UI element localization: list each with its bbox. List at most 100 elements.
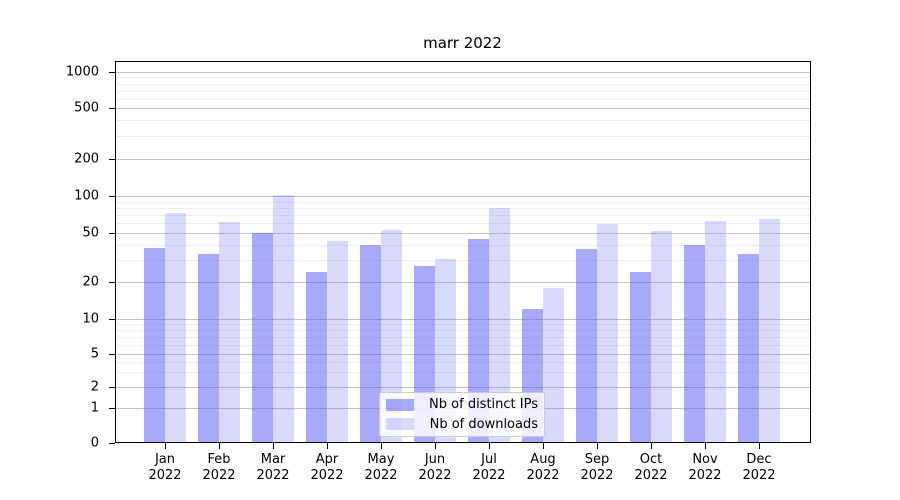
xtick-mark-sep	[597, 443, 598, 449]
bar-downloads-dec	[759, 219, 780, 442]
bar-ips-apr	[306, 272, 327, 442]
minor-gridline-800	[116, 83, 810, 85]
ytick-label-500: 500	[74, 100, 99, 116]
bar-downloads-aug	[543, 287, 564, 442]
xtick-year: 2022	[310, 468, 344, 483]
ytick-label-0: 0	[90, 435, 99, 451]
bar-downloads-oct	[651, 230, 672, 442]
bar-ips-oct	[630, 272, 651, 442]
xtick-month: Apr	[315, 452, 339, 467]
xtick-mark-feb	[219, 443, 220, 449]
ytick-mark-5	[109, 354, 115, 355]
xtick-mark-jul	[489, 443, 490, 449]
xtick-month: Jul	[481, 452, 497, 467]
bar-ips-jul	[468, 238, 489, 442]
xtick-year: 2022	[688, 468, 722, 483]
ytick-label-100: 100	[74, 188, 99, 204]
ytick-label-1: 1	[90, 400, 99, 416]
major-gridline-500	[116, 108, 810, 109]
xtick-month: Feb	[207, 452, 231, 467]
xtick-label-jan: Jan 2022	[135, 452, 195, 484]
bar-downloads-jan	[165, 212, 186, 442]
minor-gridline-400	[116, 120, 810, 122]
ytick-mark-1	[109, 408, 115, 409]
ytick-mark-200	[109, 159, 115, 160]
minor-gridline-70	[116, 215, 810, 217]
xtick-label-jun: Jun 2022	[405, 452, 465, 484]
bar-ips-nov	[684, 244, 705, 442]
xtick-label-apr: Apr 2022	[297, 452, 357, 484]
major-gridline-50	[116, 233, 810, 234]
xtick-year: 2022	[742, 468, 776, 483]
xtick-label-aug: Aug 2022	[513, 452, 573, 484]
legend-label-downloads: Nb of downloads	[429, 416, 538, 432]
xtick-mark-mar	[273, 443, 274, 449]
xtick-year: 2022	[418, 468, 452, 483]
minor-gridline-30	[116, 260, 810, 262]
ytick-mark-500	[109, 108, 115, 109]
bar-ips-feb	[198, 253, 219, 442]
major-gridline-10	[116, 319, 810, 320]
xtick-label-feb: Feb 2022	[189, 452, 249, 484]
xtick-month: Nov	[692, 452, 718, 467]
minor-gridline-900	[116, 77, 810, 79]
xtick-year: 2022	[634, 468, 668, 483]
xtick-year: 2022	[202, 468, 236, 483]
minor-gridline-700	[116, 90, 810, 92]
xtick-mark-dec	[759, 443, 760, 449]
bar-ips-mar	[252, 233, 273, 442]
bar-downloads-nov	[705, 220, 726, 442]
xtick-year: 2022	[148, 468, 182, 483]
xtick-mark-aug	[543, 443, 544, 449]
xtick-month: May	[367, 452, 395, 467]
xtick-mark-apr	[327, 443, 328, 449]
xtick-year: 2022	[580, 468, 614, 483]
xtick-label-may: May 2022	[351, 452, 411, 484]
xtick-label-oct: Oct 2022	[621, 452, 681, 484]
bar-ips-dec	[738, 253, 759, 442]
xtick-year: 2022	[526, 468, 560, 483]
xtick-year: 2022	[472, 468, 506, 483]
ytick-mark-10	[109, 319, 115, 320]
xtick-mark-oct	[651, 443, 652, 449]
ytick-label-200: 200	[74, 151, 99, 167]
legend-row-downloads: Nb of downloads	[386, 417, 538, 433]
bar-downloads-may	[381, 229, 402, 442]
minor-gridline-600	[116, 98, 810, 100]
bar-downloads-apr	[327, 241, 348, 442]
xtick-mark-jan	[165, 443, 166, 449]
bar-downloads-feb	[219, 222, 240, 442]
ytick-label-2: 2	[90, 379, 99, 395]
major-gridline-200	[116, 159, 810, 160]
xtick-month: Dec	[746, 452, 772, 467]
major-gridline-2	[116, 387, 810, 388]
bar-ips-jan	[144, 247, 165, 442]
legend-row-ips: Nb of distinct IPs	[386, 397, 538, 413]
xtick-mark-nov	[705, 443, 706, 449]
xtick-year: 2022	[364, 468, 398, 483]
minor-gridline-7	[116, 337, 810, 338]
bar-downloads-jul	[489, 207, 510, 442]
ytick-label-20: 20	[82, 274, 99, 290]
minor-gridline-90	[116, 201, 810, 203]
xtick-label-nov: Nov 2022	[675, 452, 735, 484]
bar-ips-may	[360, 244, 381, 442]
ytick-mark-0	[109, 443, 115, 444]
xtick-label-jul: Jul 2022	[459, 452, 519, 484]
xtick-label-sep: Sep 2022	[567, 452, 627, 484]
xtick-year: 2022	[256, 468, 290, 483]
bar-downloads-mar	[273, 194, 294, 442]
major-gridline-20	[116, 282, 810, 283]
xtick-label-dec: Dec 2022	[729, 452, 789, 484]
ytick-label-1000: 1000	[65, 64, 99, 80]
xtick-month: Aug	[530, 452, 556, 467]
xtick-label-mar: Mar 2022	[243, 452, 303, 484]
major-gridline-100	[116, 196, 810, 197]
major-gridline-1000	[116, 72, 810, 73]
minor-gridline-80	[116, 207, 810, 209]
ytick-mark-100	[109, 196, 115, 197]
minor-gridline-9	[116, 324, 810, 326]
chart-title: marr 2022	[423, 34, 502, 52]
plot-area	[115, 61, 811, 443]
